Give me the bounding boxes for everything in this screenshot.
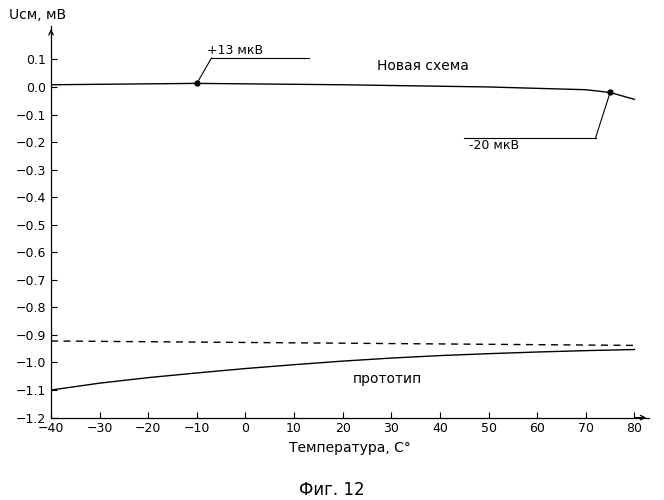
Text: +13 мкВ: +13 мкВ xyxy=(207,44,263,57)
Text: прототип: прототип xyxy=(353,372,422,386)
Text: Фиг. 12: Фиг. 12 xyxy=(299,481,365,499)
Y-axis label: Uсм, мВ: Uсм, мВ xyxy=(9,8,66,22)
Text: Новая схема: Новая схема xyxy=(376,60,469,74)
X-axis label: Температура, С°: Температура, С° xyxy=(289,441,411,455)
Text: -20 мкВ: -20 мкВ xyxy=(469,139,519,152)
